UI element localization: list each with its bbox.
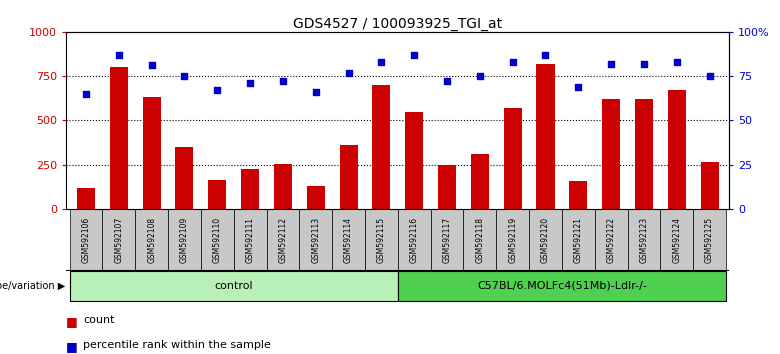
Bar bbox=[398, 209, 431, 271]
Point bbox=[342, 70, 355, 75]
Bar bbox=[241, 169, 259, 209]
Bar bbox=[529, 209, 562, 271]
Bar bbox=[135, 209, 168, 271]
Bar bbox=[569, 181, 587, 209]
Text: count: count bbox=[83, 315, 115, 325]
Point bbox=[80, 91, 92, 97]
Text: GSM592109: GSM592109 bbox=[180, 217, 189, 263]
Bar bbox=[267, 209, 300, 271]
Point bbox=[244, 80, 257, 86]
Point bbox=[638, 61, 651, 67]
Text: GSM592115: GSM592115 bbox=[377, 217, 386, 263]
Text: GSM592111: GSM592111 bbox=[246, 217, 254, 263]
Point bbox=[310, 89, 322, 95]
Text: GSM592116: GSM592116 bbox=[410, 217, 419, 263]
Text: GSM592121: GSM592121 bbox=[574, 217, 583, 263]
Title: GDS4527 / 100093925_TGI_at: GDS4527 / 100093925_TGI_at bbox=[293, 17, 502, 31]
Point bbox=[605, 61, 618, 67]
Bar bbox=[208, 180, 226, 209]
Text: ■: ■ bbox=[66, 315, 78, 328]
Text: GSM592125: GSM592125 bbox=[705, 217, 714, 263]
Bar bbox=[201, 209, 234, 271]
Point bbox=[178, 73, 190, 79]
Text: GSM592106: GSM592106 bbox=[81, 217, 90, 263]
Bar bbox=[274, 164, 292, 209]
Bar bbox=[372, 85, 391, 209]
Point bbox=[671, 59, 683, 65]
Text: GSM592124: GSM592124 bbox=[672, 217, 681, 263]
Bar bbox=[504, 108, 522, 209]
Text: GSM592107: GSM592107 bbox=[115, 217, 123, 263]
Text: GSM592108: GSM592108 bbox=[147, 217, 156, 263]
Point bbox=[375, 59, 388, 65]
Text: GSM592119: GSM592119 bbox=[509, 217, 517, 263]
Text: ■: ■ bbox=[66, 340, 78, 353]
Point bbox=[112, 52, 125, 58]
Bar bbox=[77, 188, 95, 209]
Point bbox=[473, 73, 486, 79]
Bar bbox=[431, 209, 463, 271]
Bar bbox=[594, 209, 628, 271]
Bar bbox=[496, 209, 529, 271]
Bar bbox=[700, 162, 718, 209]
Text: GSM592114: GSM592114 bbox=[344, 217, 353, 263]
Point bbox=[408, 52, 420, 58]
Bar bbox=[143, 97, 161, 209]
Bar bbox=[562, 209, 594, 271]
Text: GSM592118: GSM592118 bbox=[475, 217, 484, 263]
Text: GSM592117: GSM592117 bbox=[442, 217, 452, 263]
Text: GSM592120: GSM592120 bbox=[541, 217, 550, 263]
Bar bbox=[102, 209, 135, 271]
Bar bbox=[661, 209, 693, 271]
Bar bbox=[300, 209, 332, 271]
Text: GSM592113: GSM592113 bbox=[311, 217, 321, 263]
Point bbox=[211, 87, 224, 93]
Bar bbox=[537, 64, 555, 209]
Bar bbox=[405, 112, 424, 209]
Point bbox=[506, 59, 519, 65]
Bar bbox=[168, 209, 201, 271]
Bar bbox=[307, 186, 324, 209]
Text: GSM592112: GSM592112 bbox=[278, 217, 287, 263]
Text: genotype/variation ▶: genotype/variation ▶ bbox=[0, 281, 66, 291]
Bar bbox=[602, 99, 620, 209]
Bar bbox=[398, 271, 726, 301]
Point bbox=[277, 79, 289, 84]
Point bbox=[539, 52, 551, 58]
Bar bbox=[438, 166, 456, 209]
Text: C57BL/6.MOLFc4(51Mb)-Ldlr-/-: C57BL/6.MOLFc4(51Mb)-Ldlr-/- bbox=[477, 281, 647, 291]
Bar bbox=[176, 147, 193, 209]
Bar bbox=[339, 145, 357, 209]
Bar bbox=[668, 90, 686, 209]
Point bbox=[572, 84, 584, 90]
Bar bbox=[635, 99, 653, 209]
Text: GSM592123: GSM592123 bbox=[640, 217, 648, 263]
Bar bbox=[110, 67, 128, 209]
Bar bbox=[365, 209, 398, 271]
Point bbox=[441, 79, 453, 84]
Bar bbox=[693, 209, 726, 271]
Point bbox=[145, 63, 158, 68]
Text: control: control bbox=[215, 281, 253, 291]
Bar bbox=[463, 209, 496, 271]
Point bbox=[704, 73, 716, 79]
Bar bbox=[234, 209, 267, 271]
Text: percentile rank within the sample: percentile rank within the sample bbox=[83, 340, 271, 350]
Text: GSM592122: GSM592122 bbox=[607, 217, 615, 263]
Text: GSM592110: GSM592110 bbox=[213, 217, 222, 263]
Bar bbox=[69, 271, 398, 301]
Bar bbox=[628, 209, 661, 271]
Bar bbox=[471, 154, 489, 209]
Bar bbox=[332, 209, 365, 271]
Bar bbox=[69, 209, 102, 271]
